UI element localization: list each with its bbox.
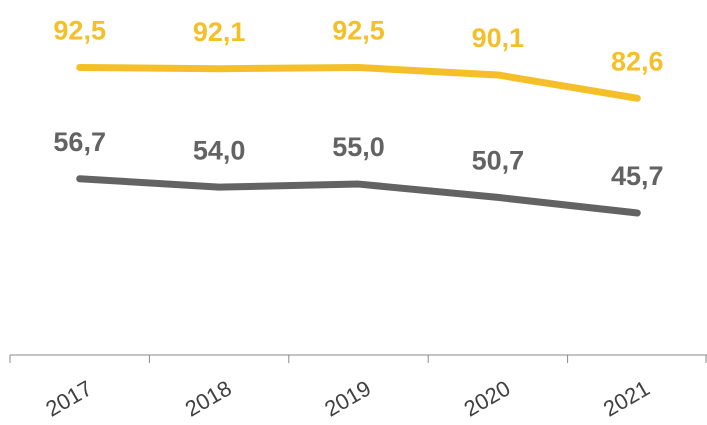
x-tick-label: 2021 bbox=[599, 375, 654, 421]
data-label: 56,7 bbox=[53, 127, 106, 157]
data-label: 50,7 bbox=[472, 146, 525, 176]
data-label: 45,7 bbox=[611, 161, 664, 191]
x-tick-label: 2020 bbox=[460, 375, 515, 421]
line bbox=[76, 175, 641, 217]
data-label: 82,6 bbox=[611, 46, 664, 76]
data-label: 92,5 bbox=[332, 16, 385, 46]
data-label: 54,0 bbox=[193, 135, 246, 165]
x-tick-label: 2017 bbox=[41, 375, 96, 421]
data-label: 55,0 bbox=[332, 132, 385, 162]
data-label: 92,5 bbox=[53, 16, 106, 46]
data-label: 92,1 bbox=[193, 17, 246, 47]
x-tick-label: 2019 bbox=[320, 375, 375, 421]
line bbox=[76, 64, 641, 102]
data-label: 90,1 bbox=[472, 23, 525, 53]
x-tick-label: 2018 bbox=[181, 375, 236, 421]
